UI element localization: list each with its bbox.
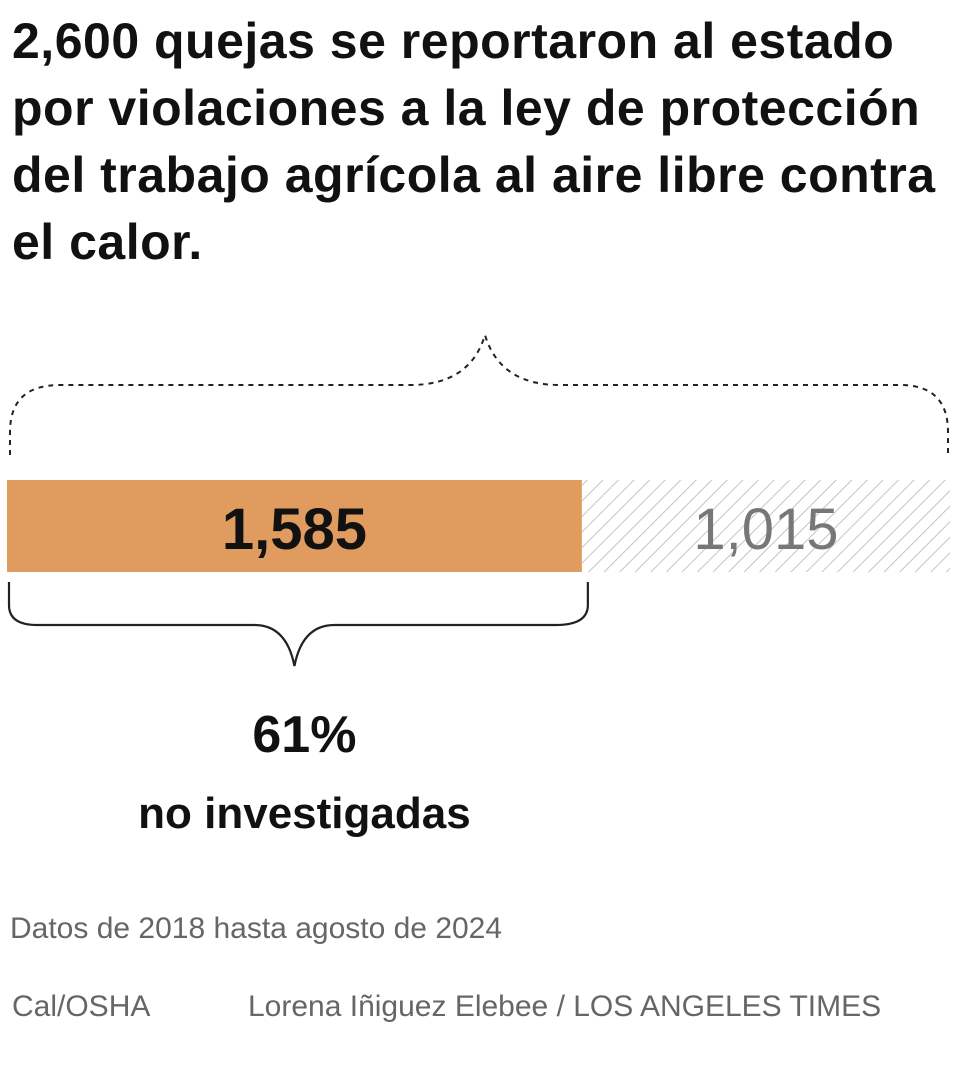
stacked-bar-chart: 1,585 1,015 61% no investigadas — [7, 331, 950, 838]
chart-title: 2,600 quejas se reportaron al estado por… — [12, 13, 936, 270]
percent-value: 61% — [252, 706, 356, 764]
source-label: Cal/OSHA — [12, 990, 151, 1023]
credit-label: Lorena Iñiguez Elebee / LOS ANGELES TIME… — [248, 990, 882, 1023]
percent-brace — [7, 582, 589, 667]
bar-segment-not-investigated — [7, 480, 582, 572]
percent-description: no investigadas — [138, 789, 471, 838]
total-brace — [9, 331, 949, 455]
bar-label-not-investigated: 1,585 — [222, 497, 367, 562]
bar-segment-remaining — [581, 480, 950, 572]
bar-label-remaining: 1,015 — [693, 497, 838, 562]
data-range-note: Datos de 2018 hasta agosto de 2024 — [10, 912, 503, 945]
